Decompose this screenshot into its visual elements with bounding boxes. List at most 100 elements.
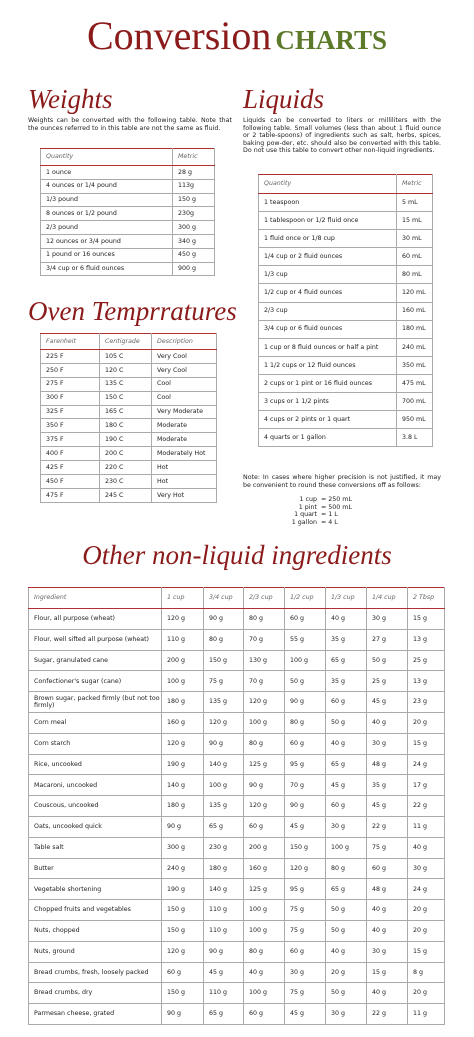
quantity: 1 cup <box>299 496 317 503</box>
cell: 125 g <box>243 753 285 776</box>
cell: 80 g <box>243 940 285 963</box>
section-title: Weights <box>28 84 113 114</box>
row: 1 pound or 16 ounces 450 g <box>40 247 215 263</box>
cell: 90 g <box>243 774 285 797</box>
cell: 150 g <box>161 899 204 921</box>
cell: 375 F <box>40 432 100 448</box>
cell: 250 F <box>40 362 100 378</box>
cell: 60 mL <box>396 247 433 267</box>
cell: 48 g <box>366 878 408 901</box>
cell: 450 g <box>172 247 215 263</box>
row: 1/3 cup 80 mL <box>258 265 433 285</box>
header-row: Ingredient 1 cup 3/4 cup 2/3 cup 1/2 cup 1/3 … <box>28 587 445 609</box>
cell: 3/4 cup or 6 fluid ounces <box>258 319 397 339</box>
row: 2/3 cup 160 mL <box>258 301 433 321</box>
header-row: Quantity Metric <box>258 174 433 194</box>
cell: 40 g <box>366 919 408 942</box>
cell: 130 g <box>243 649 285 672</box>
cell: 90 g <box>161 815 204 838</box>
row: Couscous, uncooked 180 g 135 g 120 g 90 g 60 … <box>28 795 445 817</box>
cell: 120 g <box>243 795 285 817</box>
cell: 30 g <box>407 857 445 880</box>
table: Ingredient 1 cup 3/4 cup 2/3 cup 1/2 cup 1/3 … <box>28 587 445 1025</box>
cell: 4 ounces or 1/4 pound <box>40 178 173 194</box>
cell: 300 g <box>161 836 204 859</box>
column-header: 1 cup <box>161 587 204 609</box>
cell: Flour, all purpose (wheat) <box>28 608 162 630</box>
column-header: 3/4 cup <box>203 587 244 609</box>
cell: Vegetable shortening <box>28 878 162 901</box>
cell: 20 g <box>407 919 445 942</box>
cell: 240 mL <box>396 337 433 357</box>
cell: 100 g <box>243 982 285 1005</box>
cell: 60 g <box>243 815 285 838</box>
cell: Cool <box>151 390 217 406</box>
column-header: 2 Tbsp <box>407 587 445 609</box>
cell: 90 g <box>284 691 326 713</box>
cell: 100 g <box>243 899 285 921</box>
cell: 11 g <box>407 1003 445 1025</box>
cell: 30 g <box>366 732 408 755</box>
cell: 300 F <box>40 390 100 406</box>
cell: 180 g <box>161 691 204 713</box>
cell: 100 g <box>284 649 326 672</box>
row: 3/4 cup or 6 fluid ounces 180 mL <box>258 319 433 339</box>
cell: 220 C <box>99 460 152 476</box>
cell: 90 g <box>203 940 244 963</box>
row: 1 fluid once or 1/8 cup 30 mL <box>258 229 433 249</box>
section-title: Other non-liquid ingredients <box>82 540 392 570</box>
cell: 700 mL <box>396 392 433 412</box>
cell: Chopped fruits and vegetables <box>28 899 162 921</box>
title: Conversion <box>86 13 272 58</box>
cell: 4 quarts or 1 gallon <box>258 428 397 448</box>
cell: 40 g <box>325 940 367 963</box>
row: Rice, uncooked 190 g 140 g 125 g 95 g 65 g 48 … <box>28 753 445 776</box>
cell: Very Hot <box>151 487 217 503</box>
subtitle: CHARTS <box>275 25 387 55</box>
cell: 100 g <box>203 774 244 797</box>
cell: Corn meal <box>28 711 162 734</box>
cell: Macaroni, uncooked <box>28 774 162 797</box>
section-title: Liquids <box>243 84 325 114</box>
cell: 120 g <box>203 711 244 734</box>
cell: 35 g <box>366 774 408 797</box>
cell: 110 g <box>203 982 244 1005</box>
cell: 20 g <box>325 961 367 984</box>
cell: 15 g <box>407 608 445 630</box>
cell: Butter <box>28 857 162 880</box>
cell: 65 g <box>325 753 367 776</box>
rounding-row: 1 cup = 250 mL <box>285 496 352 504</box>
cell: 190 g <box>161 753 204 776</box>
row: 3/4 cup or 6 fluid ounces 900 g <box>40 261 215 277</box>
cell: 50 g <box>325 919 367 942</box>
cell: 11 g <box>407 815 445 838</box>
cell: 65 g <box>203 815 244 838</box>
cell: 120 g <box>161 940 204 963</box>
cell: 200 g <box>243 836 285 859</box>
cell: 225 F <box>40 349 100 364</box>
cell: 135 g <box>203 691 244 713</box>
cell: 135 g <box>203 795 244 817</box>
table-wrap: Ingredient 1 cup 3/4 cup 2/3 cup 1/2 cup 1/3 … <box>28 587 445 1025</box>
row: 1 teaspoon 5 mL <box>258 192 433 213</box>
row: 1 1/2 cups or 12 fluid ounces 350 mL <box>258 355 433 375</box>
cell: 8 ounces or 1/2 pound <box>40 206 173 222</box>
row: 475 F 245 C Very Hot <box>40 487 217 503</box>
cell: 230 C <box>99 474 152 489</box>
row: Brown sugar, packed firmly (but not too … <box>28 691 445 713</box>
row: Macaroni, uncooked 140 g 100 g 90 g 70 g 45 g… <box>28 774 445 797</box>
cell: 350 mL <box>396 355 433 375</box>
row: Nuts, chopped 150 g 110 g 100 g 75 g 50 g 40 g… <box>28 919 445 942</box>
table: Farenheit Centigrade Description 225 F 105 C… <box>40 333 217 503</box>
paragraph: Liquids can be converted to liters or mi… <box>243 117 441 155</box>
cell: Moderately Hot <box>151 446 217 462</box>
row: Bread crumbs, dry 150 g 110 g 100 g 75 g 50 g… <box>28 982 445 1005</box>
row: Sugar, granulated cane 200 g 150 g 130 g 100… <box>28 649 445 672</box>
cell: 120 g <box>161 732 204 755</box>
cell: Very Cool <box>151 349 217 364</box>
cell: 45 g <box>203 961 244 984</box>
cell: 30 g <box>366 608 408 630</box>
cell: 3 cups or 1 1/2 pints <box>258 392 397 412</box>
cell: 245 C <box>99 487 152 503</box>
